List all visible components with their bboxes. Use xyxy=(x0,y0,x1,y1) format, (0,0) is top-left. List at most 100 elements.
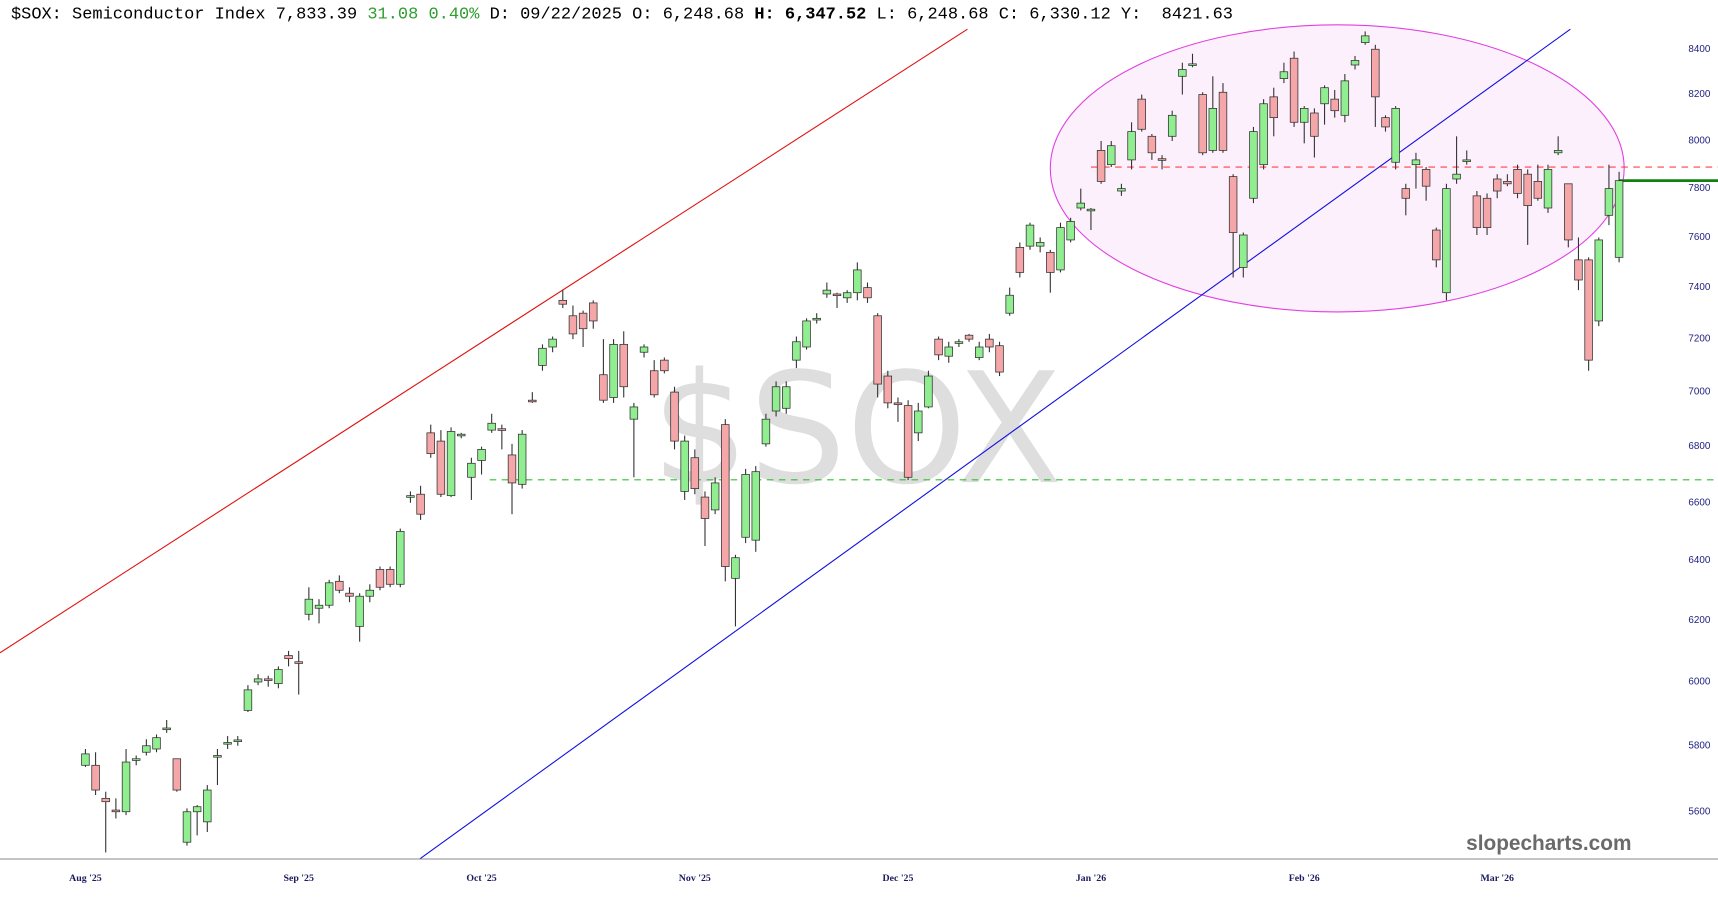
candle-body xyxy=(284,655,293,660)
candle-body xyxy=(609,343,618,398)
candle-body xyxy=(721,424,730,567)
candle-body xyxy=(812,317,821,321)
candle-body xyxy=(1147,135,1157,154)
header-field: D: 09/22/2025 O: 6,248.68 xyxy=(490,6,745,25)
y-tick-label: 7800 xyxy=(1688,183,1710,194)
candle-body xyxy=(1046,251,1055,273)
y-tick-label: 6800 xyxy=(1688,441,1710,452)
candle-body xyxy=(264,678,273,681)
candle-body xyxy=(954,341,964,344)
candle-body xyxy=(649,370,659,396)
candle-body xyxy=(233,739,242,742)
candle-body xyxy=(1553,150,1563,154)
candle-body xyxy=(406,495,415,498)
candle-body xyxy=(599,374,608,401)
x-tick-label: Aug '25 xyxy=(69,873,102,884)
highlight-ellipse xyxy=(1049,24,1625,313)
candle-body xyxy=(974,346,984,358)
candle-body xyxy=(1198,94,1207,154)
candle-body xyxy=(1279,71,1289,79)
candle-body xyxy=(883,375,893,404)
candle-body xyxy=(802,320,811,348)
candle-body xyxy=(1411,159,1421,166)
y-tick-label: 6600 xyxy=(1688,497,1710,508)
y-tick-label: 7200 xyxy=(1688,334,1710,345)
candle-body xyxy=(1401,188,1411,199)
candle-body xyxy=(1492,178,1502,192)
x-tick-label: Jan '26 xyxy=(1076,873,1106,884)
candle-body xyxy=(1249,131,1258,199)
candle-body xyxy=(1604,188,1614,216)
candle-body xyxy=(985,338,994,348)
candle-body xyxy=(1218,91,1228,151)
candle-body xyxy=(131,758,141,761)
candle-body xyxy=(1330,98,1339,112)
y-tick-label: 8400 xyxy=(1688,44,1710,55)
candle-body xyxy=(1452,173,1461,180)
candle-body xyxy=(578,312,588,330)
candle-body xyxy=(507,454,517,484)
candle-body xyxy=(446,431,456,497)
candle-body xyxy=(1432,229,1441,261)
candle-body xyxy=(1523,173,1532,206)
candle-body xyxy=(243,689,253,711)
candle-body xyxy=(670,391,679,442)
candle-body xyxy=(335,580,344,591)
candle-body xyxy=(81,753,90,766)
candle-body xyxy=(700,496,710,519)
x-tick-label: Mar '26 xyxy=(1480,873,1514,884)
candle-body xyxy=(771,386,781,412)
candle-body xyxy=(1005,294,1014,314)
y-tick-label: 8000 xyxy=(1688,136,1710,147)
candle-body xyxy=(690,457,700,489)
candle-body xyxy=(142,745,151,753)
candle-body xyxy=(1127,131,1136,161)
candle-body xyxy=(121,761,131,813)
candle-body xyxy=(832,293,842,296)
candle-body xyxy=(660,359,669,372)
candle-body xyxy=(213,755,222,758)
candle-body xyxy=(1371,48,1380,98)
candle-body xyxy=(1259,103,1268,166)
header-field: L: 6,248.68 C: 6,330.12 Y: 8421.63 xyxy=(877,6,1233,25)
candle-body xyxy=(1340,80,1350,116)
candle-body xyxy=(1117,188,1126,192)
candle-body xyxy=(1269,96,1278,119)
candle-body xyxy=(497,428,507,431)
candle-body xyxy=(396,531,405,585)
candle-body xyxy=(457,433,466,437)
candle-body xyxy=(426,432,435,454)
candle-body xyxy=(1513,169,1522,194)
candle-body xyxy=(345,592,354,597)
candle-body xyxy=(365,589,375,597)
candle-body xyxy=(223,742,232,745)
candle-body xyxy=(680,440,689,492)
candle-body xyxy=(477,449,486,461)
candle-body xyxy=(274,669,283,684)
candle-body xyxy=(1228,176,1238,233)
candle-body xyxy=(375,569,385,588)
candle-body xyxy=(1188,63,1197,66)
candle-body xyxy=(944,346,953,357)
watermark: $SOX xyxy=(651,341,1062,519)
y-tick-label: 6400 xyxy=(1688,555,1710,566)
candle-body xyxy=(1482,197,1492,228)
candle-body xyxy=(903,405,913,478)
candle-body xyxy=(314,604,324,609)
candle-body xyxy=(751,471,760,541)
header-field: 31.08 0.40% xyxy=(367,6,480,25)
candle-body xyxy=(1574,259,1583,281)
candle-body xyxy=(842,292,852,299)
candle-body xyxy=(1614,180,1624,258)
candle-body xyxy=(1442,188,1451,294)
candle-body xyxy=(1300,107,1309,123)
axes: 5600 5800 6000 6200 6400 6600 6800 7000 7200 7400… xyxy=(0,44,1718,884)
candle-body xyxy=(1289,57,1299,123)
header: $SOX: Semiconductor Index 7,833.39 31.08 … xyxy=(11,6,1233,25)
candle-body xyxy=(1564,183,1573,241)
header-field: $SOX: Semiconductor Index 7,833.39 xyxy=(11,6,357,25)
candle-body xyxy=(1239,234,1248,268)
candle-body xyxy=(639,346,649,353)
candle-body xyxy=(914,410,923,434)
